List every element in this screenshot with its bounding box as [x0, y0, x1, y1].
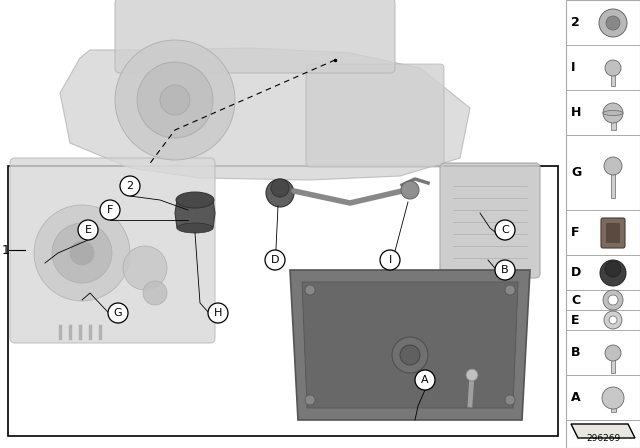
Text: D: D: [571, 266, 581, 279]
Text: C: C: [501, 225, 509, 235]
Circle shape: [603, 103, 623, 123]
FancyBboxPatch shape: [601, 218, 625, 248]
FancyBboxPatch shape: [440, 163, 540, 278]
Text: F: F: [571, 226, 579, 239]
Text: F: F: [107, 205, 113, 215]
Circle shape: [604, 311, 622, 329]
Ellipse shape: [177, 223, 213, 233]
Circle shape: [392, 337, 428, 373]
Circle shape: [605, 60, 621, 76]
Text: A: A: [571, 391, 580, 404]
Circle shape: [115, 40, 235, 160]
Polygon shape: [60, 48, 470, 180]
Circle shape: [415, 370, 435, 390]
Circle shape: [401, 181, 419, 199]
Bar: [611, 113, 616, 130]
Circle shape: [603, 290, 623, 310]
Bar: [611, 166, 615, 198]
Circle shape: [495, 260, 515, 280]
FancyBboxPatch shape: [10, 158, 215, 343]
Circle shape: [100, 200, 120, 220]
Text: C: C: [571, 293, 580, 306]
Text: A: A: [421, 375, 429, 385]
Text: 2: 2: [127, 181, 134, 191]
FancyBboxPatch shape: [115, 0, 395, 73]
Text: H: H: [571, 106, 581, 119]
FancyBboxPatch shape: [606, 223, 620, 243]
Circle shape: [380, 250, 400, 270]
Text: I: I: [571, 61, 575, 74]
Circle shape: [305, 285, 315, 295]
Text: B: B: [571, 346, 580, 359]
Text: E: E: [84, 225, 92, 235]
Circle shape: [400, 345, 420, 365]
Circle shape: [609, 316, 617, 324]
Circle shape: [606, 16, 620, 30]
Polygon shape: [302, 282, 518, 408]
Circle shape: [137, 62, 213, 138]
Bar: [8, 166, 558, 436]
Circle shape: [602, 387, 624, 409]
Circle shape: [600, 260, 626, 286]
Bar: [566, 0, 640, 448]
Text: 2: 2: [571, 16, 580, 29]
Circle shape: [70, 241, 94, 265]
Text: D: D: [271, 255, 279, 265]
Polygon shape: [571, 424, 635, 438]
Circle shape: [495, 220, 515, 240]
Circle shape: [305, 395, 315, 405]
Text: I: I: [388, 255, 392, 265]
Bar: [611, 68, 615, 86]
Circle shape: [34, 205, 130, 301]
Ellipse shape: [603, 111, 623, 116]
Circle shape: [604, 157, 622, 175]
Text: B: B: [501, 265, 509, 275]
Circle shape: [271, 179, 289, 197]
Circle shape: [599, 9, 627, 37]
Circle shape: [605, 261, 621, 277]
Text: 1: 1: [2, 244, 10, 257]
Circle shape: [160, 85, 190, 115]
Circle shape: [466, 369, 478, 381]
Circle shape: [208, 303, 228, 323]
Circle shape: [608, 295, 618, 305]
Circle shape: [265, 250, 285, 270]
Circle shape: [78, 220, 98, 240]
Text: E: E: [571, 314, 579, 327]
Circle shape: [605, 345, 621, 361]
Text: G: G: [571, 166, 581, 179]
Circle shape: [505, 285, 515, 295]
Polygon shape: [175, 200, 215, 228]
Polygon shape: [290, 270, 530, 420]
Circle shape: [108, 303, 128, 323]
Text: H: H: [214, 308, 222, 318]
Circle shape: [120, 176, 140, 196]
Bar: [611, 398, 616, 412]
Circle shape: [505, 395, 515, 405]
Circle shape: [266, 179, 294, 207]
Text: G: G: [114, 308, 122, 318]
Circle shape: [123, 246, 167, 290]
Circle shape: [143, 281, 167, 305]
Text: 296269: 296269: [586, 434, 620, 443]
FancyBboxPatch shape: [306, 64, 444, 167]
Bar: [611, 353, 615, 373]
Ellipse shape: [176, 192, 214, 208]
Circle shape: [52, 223, 112, 283]
